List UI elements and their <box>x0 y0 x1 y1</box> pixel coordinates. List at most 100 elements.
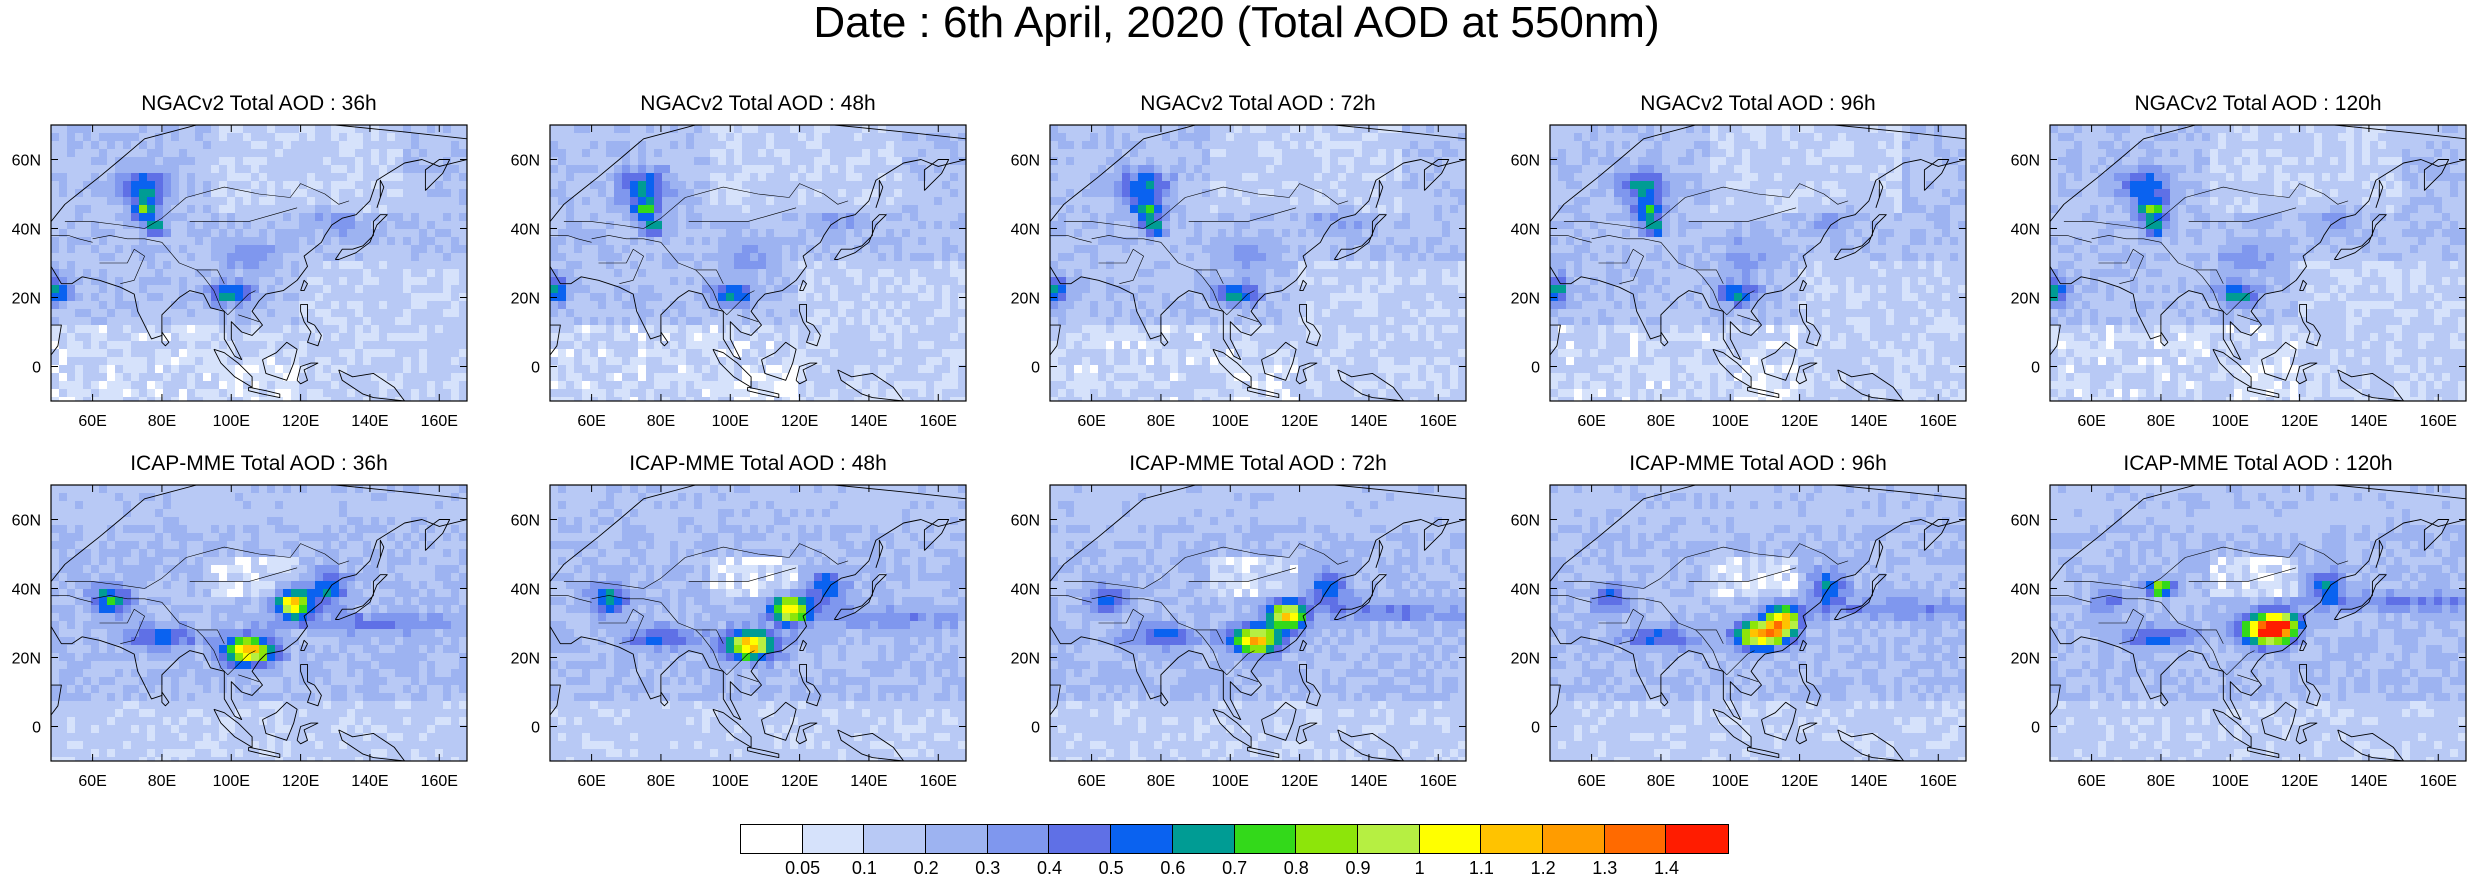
lon-tick-label: 80E <box>148 773 176 790</box>
lat-tick-label: 60N <box>511 153 540 170</box>
lat-tick-label: 40N <box>511 222 540 239</box>
lon-tick-label: 120E <box>1781 413 1818 430</box>
lon-tick-label: 120E <box>781 413 818 430</box>
colorbar-swatch <box>1173 825 1235 853</box>
panel-title: ICAP-MME Total AOD : 120h <box>2050 451 2466 477</box>
lat-tick-label: 0 <box>2031 720 2040 737</box>
lat-tick-label: 20N <box>1511 651 1540 668</box>
colorbar-swatch <box>1481 825 1543 853</box>
colorbar-swatch <box>1358 825 1420 853</box>
lon-tick-label: 160E <box>920 413 957 430</box>
lat-tick-label: 20N <box>12 651 41 668</box>
lon-tick-label: 60E <box>1077 773 1105 790</box>
lon-tick-label: 120E <box>1281 413 1318 430</box>
panel-title: NGACv2 Total AOD : 120h <box>2050 91 2466 117</box>
lon-tick-label: 140E <box>2350 413 2387 430</box>
colorbar-label: 1.2 <box>1531 858 1556 879</box>
lat-tick-label: 60N <box>1511 513 1540 530</box>
lon-tick-label: 60E <box>78 773 106 790</box>
colorbar-swatch <box>803 825 865 853</box>
colorbar-label: 0.1 <box>852 858 877 879</box>
colorbar-swatch <box>1049 825 1111 853</box>
lon-tick-label: 160E <box>1420 773 1457 790</box>
lon-tick-label: 100E <box>213 773 250 790</box>
lat-tick-label: 40N <box>1511 582 1540 599</box>
lon-tick-label: 80E <box>148 413 176 430</box>
lat-tick-label: 0 <box>531 720 540 737</box>
panel-title: ICAP-MME Total AOD : 48h <box>550 451 966 477</box>
lon-tick-label: 80E <box>647 413 675 430</box>
lon-tick-label: 160E <box>2420 413 2457 430</box>
lon-tick-label: 80E <box>1147 413 1175 430</box>
lat-tick-label: 0 <box>1031 360 1040 377</box>
lat-tick-label: 40N <box>12 222 41 239</box>
colorbar-swatch <box>1666 825 1728 853</box>
panel-title: ICAP-MME Total AOD : 36h <box>51 451 467 477</box>
lon-tick-label: 140E <box>1350 773 1387 790</box>
lon-tick-label: 80E <box>2147 413 2175 430</box>
lat-tick-label: 0 <box>1031 720 1040 737</box>
lon-tick-label: 120E <box>1281 773 1318 790</box>
lon-tick-label: 140E <box>351 773 388 790</box>
lon-tick-label: 60E <box>2077 413 2105 430</box>
lat-tick-label: 60N <box>1011 153 1040 170</box>
lat-tick-label: 60N <box>2011 153 2040 170</box>
lon-tick-label: 120E <box>1781 773 1818 790</box>
lon-tick-label: 100E <box>1212 413 1249 430</box>
lon-tick-label: 160E <box>421 773 458 790</box>
lat-tick-label: 0 <box>32 360 41 377</box>
lon-tick-label: 160E <box>2420 773 2457 790</box>
colorbar-label: 0.9 <box>1345 858 1370 879</box>
lat-tick-label: 0 <box>32 720 41 737</box>
lat-tick-label: 40N <box>1511 222 1540 239</box>
lon-tick-label: 120E <box>282 773 319 790</box>
aod-field <box>1050 485 1467 766</box>
lon-tick-label: 140E <box>850 773 887 790</box>
lon-tick-label: 100E <box>213 413 250 430</box>
lon-tick-label: 80E <box>1647 413 1675 430</box>
lon-tick-label: 100E <box>2212 773 2249 790</box>
lon-tick-label: 100E <box>712 773 749 790</box>
lon-tick-label: 140E <box>351 413 388 430</box>
colorbar-swatch <box>1420 825 1482 853</box>
lat-tick-label: 60N <box>2011 513 2040 530</box>
lat-tick-label: 0 <box>1531 720 1540 737</box>
colorbar-swatch <box>926 825 988 853</box>
colorbar-label: 1.3 <box>1592 858 1617 879</box>
lat-tick-label: 40N <box>2011 582 2040 599</box>
lon-tick-label: 140E <box>1850 773 1887 790</box>
colorbar-swatch <box>1543 825 1605 853</box>
lon-tick-label: 140E <box>1350 413 1387 430</box>
lon-tick-label: 80E <box>1147 773 1175 790</box>
lat-tick-label: 20N <box>12 291 41 308</box>
lon-tick-label: 100E <box>1212 773 1249 790</box>
lat-tick-label: 60N <box>1011 513 1040 530</box>
lon-tick-label: 160E <box>1920 413 1957 430</box>
aod-field <box>51 485 468 766</box>
lat-tick-label: 40N <box>511 582 540 599</box>
colorbar-swatch <box>1111 825 1173 853</box>
aod-field <box>550 485 967 766</box>
colorbar <box>740 824 1729 854</box>
lon-tick-label: 60E <box>577 413 605 430</box>
lon-tick-label: 120E <box>282 413 319 430</box>
lon-tick-label: 100E <box>2212 413 2249 430</box>
colorbar-label: 0.05 <box>785 858 820 879</box>
colorbar-swatch <box>864 825 926 853</box>
lat-tick-label: 60N <box>12 513 41 530</box>
panel-title: ICAP-MME Total AOD : 96h <box>1550 451 1966 477</box>
colorbar-label: 0.6 <box>1160 858 1185 879</box>
